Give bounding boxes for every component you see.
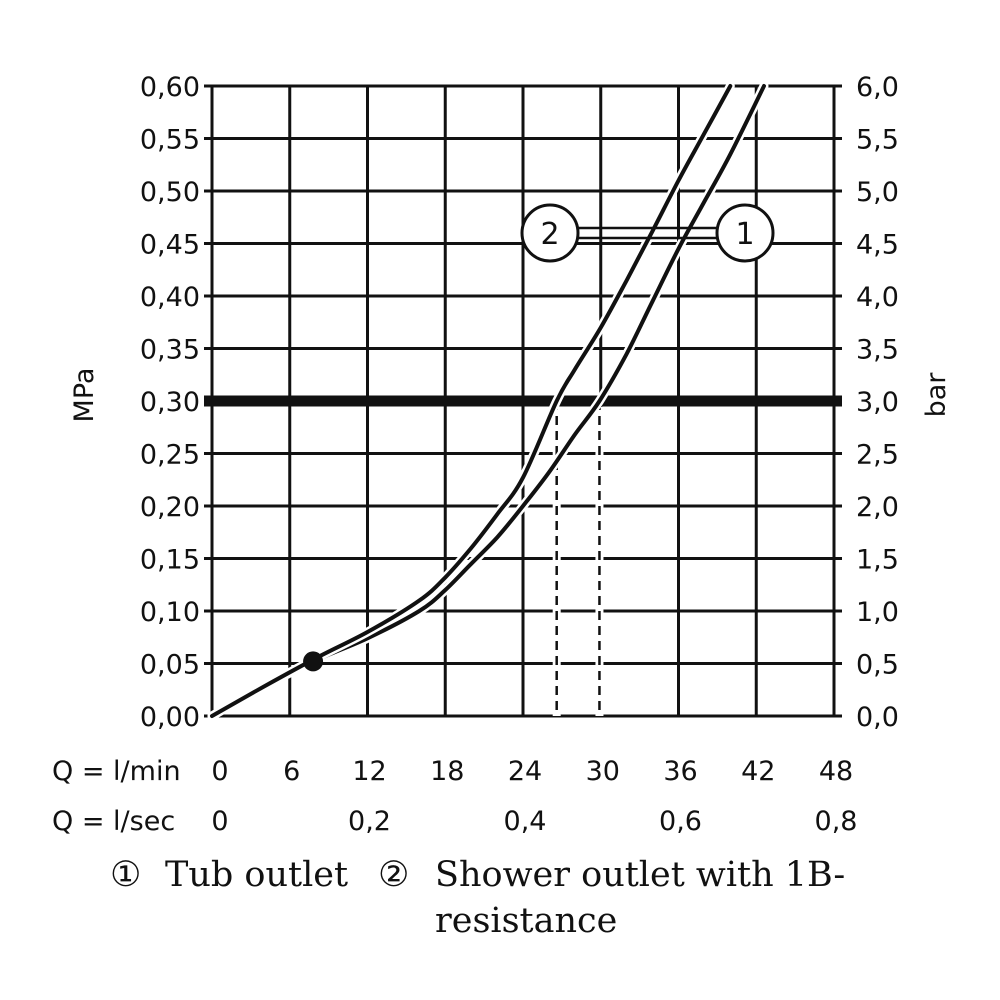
y-tick-label-right: 4,5 (856, 230, 899, 261)
x-tick-label-primary: 30 (586, 756, 620, 787)
x-tick-label-secondary: 0,2 (348, 806, 391, 837)
x-tick-label-primary: 18 (430, 756, 464, 787)
callout-circle-2 (520, 203, 580, 263)
y-tick-label-left: 0,05 (140, 650, 200, 681)
x-tick-label-secondary: 0,4 (504, 806, 547, 837)
legend-item-2-symbol: ② (378, 855, 409, 895)
y-tick-label-right: 1,0 (856, 597, 899, 628)
y-tick-label-right: 5,5 (856, 125, 899, 156)
callout-circle-1 (715, 203, 775, 263)
y-tick-label-left: 0,25 (140, 440, 200, 471)
y-tick-label-left: 0,55 (140, 125, 200, 156)
x-tick-label-primary: 24 (508, 756, 542, 787)
y-tick-label-right: 0,5 (856, 650, 899, 681)
callout-label-2: 2 (540, 217, 559, 252)
y-tick-label-left: 0,40 (140, 282, 200, 313)
drop-line-gap (552, 407, 561, 716)
series-line-1 (210, 84, 766, 718)
y-tick-label-left: 0,60 (140, 72, 200, 103)
x-tick-label-primary: 12 (352, 756, 386, 787)
series-curves (207, 81, 769, 721)
x-tick-label-primary: 0 (211, 756, 228, 787)
x-tick-label-primary: 36 (663, 756, 697, 787)
y-tick-label-right: 2,5 (856, 440, 899, 471)
series-callouts: 2 1 (520, 203, 775, 263)
y-tick-label-right: 2,0 (856, 492, 899, 523)
x-axis-secondary-ticks: 0 0,2 0,4 0,6 0,8 (211, 806, 857, 837)
y-axis-right-ticks: 0,0 0,5 1,0 1,5 2,0 2,5 3,0 3,5 4,0 4,5 5,0 5,5 6,0 (856, 72, 899, 733)
y-tick-label-left: 0,35 (140, 335, 200, 366)
y-tick-label-left: 0,00 (140, 702, 200, 733)
y-tick-label-right: 6,0 (856, 72, 899, 103)
y-tick-label-right: 4,0 (856, 282, 899, 313)
y-axis-left-ticks: 0,00 0,05 0,10 0,15 0,20 0,25 0,30 0,35 0,40 0,45… (140, 72, 200, 733)
y-tick-label-right: 0,0 (856, 702, 899, 733)
callout-label-1: 1 (735, 217, 754, 252)
x-axis-primary-unit: Q = l/min (52, 756, 181, 787)
y-tick-label-left: 0,30 (140, 387, 200, 418)
legend: ① Tub outlet ② Shower outlet with 1B- re… (110, 855, 845, 941)
y-tick-label-right: 3,0 (856, 387, 899, 418)
y-tick-label-right: 3,5 (856, 335, 899, 366)
y-axis-right-label: bar (921, 372, 952, 418)
legend-item-2-text-line2: resistance (435, 901, 617, 941)
x-tick-label-primary: 48 (819, 756, 853, 787)
legend-item-1-text: Tub outlet (165, 855, 348, 895)
series-line-2 (210, 84, 733, 718)
y-tick-label-right: 1,5 (856, 545, 899, 576)
y-tick-label-right: 5,0 (856, 177, 899, 208)
y-tick-label-left: 0,45 (140, 230, 200, 261)
legend-item-1-symbol: ① (110, 855, 141, 895)
highlight-point (303, 651, 324, 672)
x-tick-label-secondary: 0 (211, 806, 228, 837)
legend-item-2-text-line1: Shower outlet with 1B- (435, 855, 845, 895)
x-tick-label-secondary: 0,6 (659, 806, 702, 837)
y-axis-left-label: MPa (69, 368, 100, 423)
drop-line-gap (595, 407, 604, 716)
y-tick-label-left: 0,50 (140, 177, 200, 208)
x-axis-secondary-unit: Q = l/sec (52, 806, 175, 837)
y-tick-label-left: 0,10 (140, 597, 200, 628)
x-tick-label-primary: 6 (283, 756, 300, 787)
x-tick-label-primary: 42 (741, 756, 775, 787)
x-tick-label-secondary: 0,8 (815, 806, 858, 837)
y-tick-label-left: 0,20 (140, 492, 200, 523)
y-tick-label-left: 0,15 (140, 545, 200, 576)
x-axis-primary-ticks: 0 6 12 18 24 30 36 42 48 (211, 756, 853, 787)
